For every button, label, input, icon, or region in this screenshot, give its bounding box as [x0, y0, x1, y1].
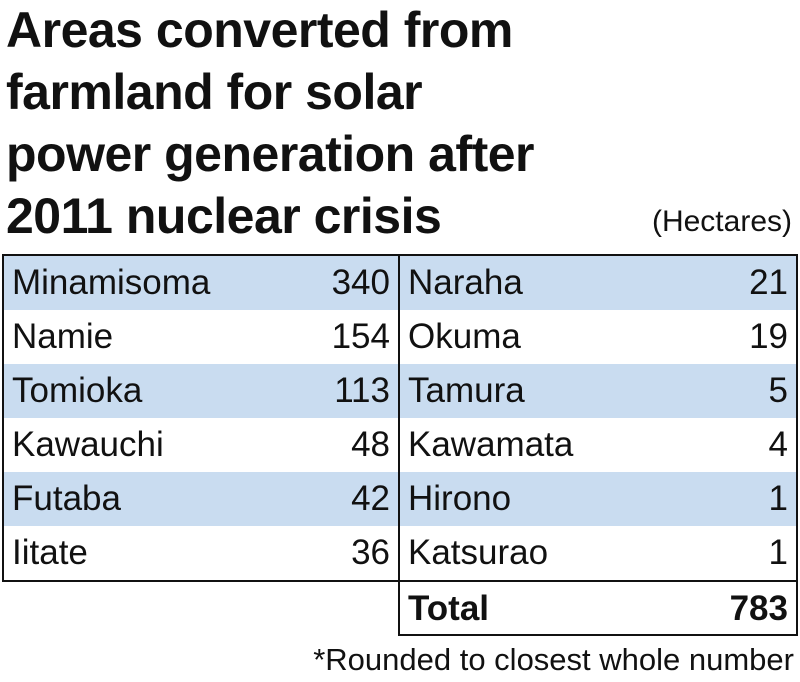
municipality: Okuma [408, 317, 521, 356]
hectares: 21 [749, 263, 788, 302]
municipality: Naraha [408, 263, 523, 302]
table-row: Kawamata 4 [400, 418, 796, 472]
municipality: Tamura [408, 371, 525, 410]
municipality: Katsurao [408, 533, 549, 572]
hectares: 154 [331, 317, 390, 356]
table-row: Namie 154 [4, 310, 398, 364]
table-row: Hirono 1 [400, 472, 796, 526]
hectares: 36 [351, 533, 390, 572]
table-row: Okuma 19 [400, 310, 796, 364]
total-label: Total [408, 589, 490, 628]
table-left: Minamisoma 340 Namie 154 Tomioka 113 Kawauchi 4… [2, 254, 400, 582]
hectares: 19 [749, 317, 788, 356]
municipality: Hirono [408, 479, 512, 518]
title-line: 2011 nuclear crisis [6, 188, 442, 244]
hectares: 4 [768, 425, 788, 464]
table-row: Katsurao 1 [400, 526, 796, 580]
hectares: 1 [768, 479, 788, 518]
table-row: Minamisoma 340 [4, 256, 398, 310]
municipality: Futaba [12, 479, 121, 518]
total-value: 783 [729, 589, 788, 628]
municipality: Namie [12, 317, 114, 356]
title-line: power generation after [6, 126, 535, 182]
municipality: Kawauchi [12, 425, 164, 464]
hectares: 340 [331, 263, 390, 302]
hectares: 5 [768, 371, 788, 410]
table-row: Kawauchi 48 [4, 418, 398, 472]
table-row: Iitate 36 [4, 526, 398, 580]
unit-label: (Hectares) [651, 205, 792, 238]
table-row: Tomioka 113 [4, 364, 398, 418]
municipality: Iitate [12, 533, 88, 572]
municipality: Tomioka [12, 371, 143, 410]
table-right: Naraha 21 Okuma 19 Tamura 5 Kawamata 4 Hirono 1 Ka… [398, 254, 798, 582]
table-row: Futaba 42 [4, 472, 398, 526]
municipality: Minamisoma [12, 263, 211, 302]
hectares: 48 [351, 425, 390, 464]
hectares: 1 [768, 533, 788, 572]
total-row: Total 783 [400, 582, 796, 636]
title-line: farmland for solar [6, 64, 423, 120]
table-total: Total 783 [398, 580, 798, 636]
hectares: 113 [334, 371, 390, 410]
municipality: Kawamata [408, 425, 574, 464]
footnote: *Rounded to closest whole number [313, 642, 794, 677]
table-row: Tamura 5 [400, 364, 796, 418]
table-row: Naraha 21 [400, 256, 796, 310]
hectares: 42 [351, 479, 390, 518]
title-line: Areas converted from [6, 2, 513, 58]
